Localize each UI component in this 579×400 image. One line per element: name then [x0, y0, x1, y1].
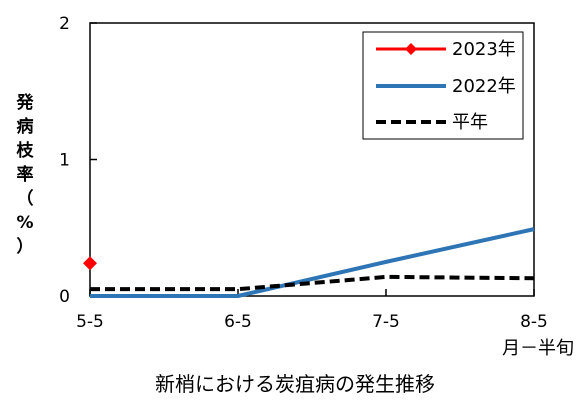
series-layer [83, 227, 535, 298]
legend-label-2022: 2022年 [452, 76, 516, 97]
legend-label-normal: 平年 [452, 112, 488, 133]
y-axis-label-char-0: 発 [16, 92, 35, 113]
y-axis-label-char-5: % [16, 213, 33, 233]
y-tick-label: 1 [59, 151, 70, 171]
x-tick-label: 8-5 [520, 312, 548, 332]
x-tick-label: 6-5 [224, 312, 252, 332]
y-axis-label-char-4: （ [17, 188, 34, 209]
legend: 2023年 2022年 平年 [362, 31, 524, 140]
x-axis-unit-label: 月－半旬 [502, 338, 574, 359]
x-tick-label: 7-5 [372, 312, 400, 332]
legend-label-2023: 2023年 [452, 39, 516, 60]
series-point-2023 [83, 256, 97, 271]
y-axis-label-char-6: ） [17, 236, 34, 257]
y-tick-label: 2 [59, 14, 70, 34]
series-line-2022 [90, 227, 535, 298]
legend-marker-2023 [405, 43, 417, 55]
y-axis-label-char-3: 率 [17, 164, 34, 185]
x-tick-label: 5-5 [76, 312, 104, 332]
y-axis-label-char-1: 病 [17, 116, 34, 137]
x-axis: 5-5 6-5 7-5 8-5 [76, 289, 548, 332]
chart-caption: 新梢における炭疽病の発生推移 [155, 372, 435, 396]
y-tick-label: 0 [59, 287, 70, 307]
y-axis-label-char-2: 枝 [17, 140, 35, 161]
